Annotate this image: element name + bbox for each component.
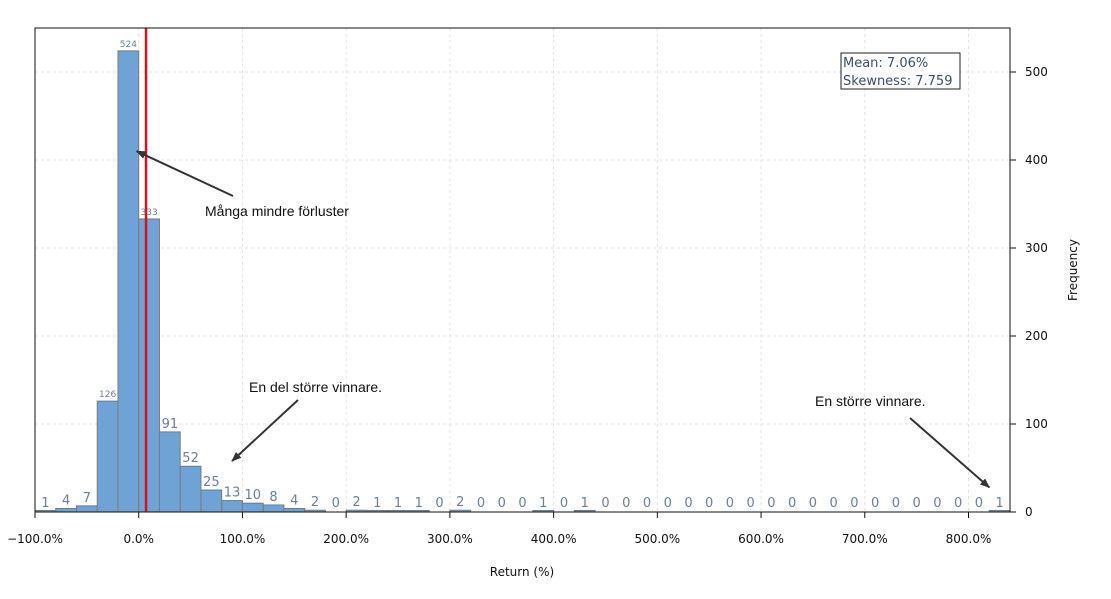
bar-value-label: 0 bbox=[871, 496, 879, 511]
bar-value-label: 0 bbox=[498, 496, 506, 511]
y-tick-label: 100 bbox=[1025, 417, 1048, 431]
bar-value-label: 0 bbox=[477, 496, 485, 511]
x-tick-label: 400.0% bbox=[531, 532, 577, 546]
bar bbox=[179, 465, 202, 513]
x-tick-label: 300.0% bbox=[427, 532, 473, 546]
bar-value-label: 4 bbox=[290, 493, 298, 508]
bar-value-label: 1 bbox=[995, 496, 1003, 511]
bar-value-label: 0 bbox=[705, 496, 713, 511]
bar-value-label: 0 bbox=[892, 496, 900, 511]
bar-value-label: 0 bbox=[954, 496, 962, 511]
bar-value-label: 333 bbox=[141, 208, 158, 218]
y-tick-label: 0 bbox=[1025, 505, 1033, 519]
bar bbox=[241, 502, 264, 513]
axes: −100.0% 0.0% 100.0% 200.0% 300.0% 400.0% 500.0… bbox=[7, 27, 1048, 546]
bar-value-label: 0 bbox=[560, 496, 568, 511]
bar-value-label: 0 bbox=[975, 496, 983, 511]
bar bbox=[221, 500, 243, 513]
bar-value-label: 1 bbox=[394, 496, 402, 511]
y-tick-label: 500 bbox=[1025, 65, 1048, 79]
y-axis-title: Frequency bbox=[1066, 239, 1080, 301]
bar bbox=[158, 431, 181, 513]
bar-value-label: 0 bbox=[933, 496, 941, 511]
bar-value-label: 0 bbox=[830, 496, 838, 511]
bar-value-label: 0 bbox=[684, 496, 692, 511]
bar-value-label: 0 bbox=[726, 496, 734, 511]
bar-value-label: 25 bbox=[203, 475, 220, 490]
plot-frame bbox=[34, 27, 1011, 513]
bar bbox=[117, 50, 140, 513]
y-tick-label: 300 bbox=[1025, 241, 1048, 255]
annotation-text: Många mindre förluster bbox=[205, 203, 349, 219]
annotation-arrow bbox=[135, 150, 234, 197]
bar-value-label: 7 bbox=[83, 491, 91, 506]
x-tick-label: 500.0% bbox=[634, 532, 680, 546]
x-tick-label: 700.0% bbox=[842, 532, 888, 546]
bar-value-label: 1 bbox=[373, 496, 381, 511]
bar-value-label: 524 bbox=[120, 40, 137, 50]
annotations: Många mindre förluster En del större vinn… bbox=[135, 150, 991, 489]
stats-box-frame bbox=[840, 52, 961, 90]
y-tick-label: 400 bbox=[1025, 153, 1048, 167]
bar-value-label: 126 bbox=[99, 390, 116, 400]
bar-value-label: 1 bbox=[539, 496, 547, 511]
bar-value-label: 0 bbox=[767, 496, 775, 511]
bar-value-label: 0 bbox=[664, 496, 672, 511]
bar bbox=[262, 504, 285, 513]
bar-value-label: 0 bbox=[601, 496, 609, 511]
grid bbox=[34, 28, 1010, 512]
bar-value-label: 91 bbox=[162, 417, 179, 432]
bar-value-label: 10 bbox=[245, 488, 262, 503]
annotation-text: En del större vinnare. bbox=[249, 379, 382, 395]
bar-value-label: 1 bbox=[581, 496, 589, 511]
bar bbox=[96, 400, 119, 513]
bar bbox=[283, 507, 306, 513]
x-tick-label: 200.0% bbox=[323, 532, 369, 546]
bar-value-label: 1 bbox=[41, 496, 49, 511]
bar-value-label: 52 bbox=[182, 451, 199, 466]
x-tick-label: 100.0% bbox=[220, 532, 266, 546]
x-tick-label: 0.0% bbox=[123, 532, 154, 546]
bar-value-label: 0 bbox=[747, 496, 755, 511]
x-tick-label: −100.0% bbox=[7, 532, 63, 546]
annotation-arrow bbox=[231, 399, 299, 462]
bar bbox=[75, 505, 98, 513]
stats-box: Mean: 7.06% Skewness: 7.759 bbox=[840, 52, 961, 90]
bar-value-label: 0 bbox=[913, 496, 921, 511]
bar-value-label: 13 bbox=[224, 486, 241, 501]
bar-value-label: 0 bbox=[850, 496, 858, 511]
bar bbox=[55, 507, 77, 513]
bar-value-label: 0 bbox=[332, 496, 340, 511]
stats-skewness: Skewness: 7.759 bbox=[843, 74, 952, 89]
bar-value-label: 0 bbox=[643, 496, 651, 511]
bar-value-label: 0 bbox=[809, 496, 817, 511]
bar bbox=[138, 218, 160, 513]
bar-value-label: 0 bbox=[622, 496, 630, 511]
bar-value-label: 4 bbox=[62, 493, 70, 508]
bar-value-label: 2 bbox=[311, 495, 319, 510]
x-tick-label: 600.0% bbox=[738, 532, 784, 546]
x-tick-label: 800.0% bbox=[946, 532, 992, 546]
annotation-text: En större vinnare. bbox=[815, 393, 926, 409]
bar-value-label: 2 bbox=[456, 495, 464, 510]
y-tick-label: 200 bbox=[1025, 329, 1048, 343]
bar-value-label: 1 bbox=[415, 496, 423, 511]
bar-value-label: 0 bbox=[435, 496, 443, 511]
bar-value-label: 0 bbox=[788, 496, 796, 511]
bar bbox=[200, 489, 223, 513]
bars bbox=[34, 50, 1011, 513]
stats-mean: Mean: 7.06% bbox=[843, 56, 928, 71]
bar-value-label: 2 bbox=[352, 495, 360, 510]
x-axis-title: Return (%) bbox=[490, 565, 554, 579]
annotation-arrow bbox=[909, 417, 991, 489]
bar-value-label: 0 bbox=[518, 496, 526, 511]
bar-value-label: 8 bbox=[269, 490, 277, 505]
